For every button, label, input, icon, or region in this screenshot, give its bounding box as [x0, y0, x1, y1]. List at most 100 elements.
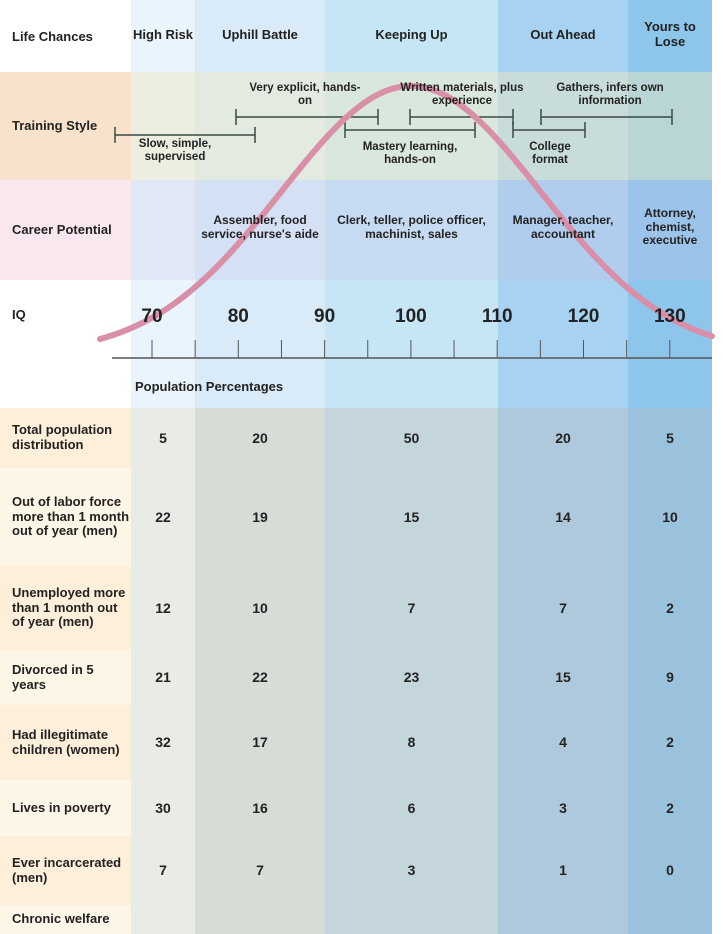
row-label: Ever incarcerated (men) — [12, 854, 122, 885]
column-header: Uphill Battle — [222, 26, 298, 42]
row-value: 16 — [252, 799, 268, 816]
band — [131, 468, 195, 566]
band — [325, 780, 498, 836]
iq-label: IQ — [12, 306, 26, 322]
band — [325, 905, 498, 934]
band — [498, 468, 628, 566]
row-label: Chronic welfare — [12, 911, 110, 927]
row-value: 8 — [407, 734, 416, 751]
training-explicit: Very explicit, hands-on — [249, 82, 361, 108]
row-value: 5 — [666, 429, 674, 446]
band — [195, 905, 325, 934]
band — [131, 836, 195, 905]
band — [325, 650, 498, 705]
band — [325, 705, 498, 780]
band — [628, 780, 712, 836]
training-slow: Slow, simple, supervised — [138, 138, 212, 164]
life-chances-label: Life Chances — [12, 28, 93, 44]
band — [498, 836, 628, 905]
band — [0, 180, 131, 280]
career-item: Manager, teacher, accountant — [512, 212, 614, 241]
iq-tick-label: 120 — [567, 306, 600, 328]
row-value: 15 — [555, 669, 571, 686]
band — [195, 836, 325, 905]
row-value: 10 — [252, 599, 268, 616]
band — [195, 650, 325, 705]
band — [131, 0, 195, 408]
band — [325, 468, 498, 566]
column-header: Out Ahead — [530, 26, 596, 42]
band — [628, 650, 712, 705]
row-value: 1 — [559, 862, 567, 879]
row-value: 10 — [662, 508, 678, 525]
band — [0, 905, 131, 934]
row-value: 2 — [666, 799, 674, 816]
row-value: 3 — [407, 862, 416, 879]
row-value: 6 — [407, 799, 416, 816]
row-value: 9 — [666, 669, 674, 686]
row-value: 14 — [555, 508, 571, 525]
row-value: 30 — [155, 799, 171, 816]
row-value: 19 — [252, 508, 268, 525]
training-college: College format — [529, 141, 571, 167]
iq-tick-label: 90 — [314, 306, 336, 328]
band — [628, 836, 712, 905]
band — [498, 650, 628, 705]
band — [0, 408, 131, 468]
column-header: High Risk — [133, 26, 193, 42]
row-value: 7 — [159, 862, 167, 879]
row-value — [131, 905, 195, 934]
band — [628, 705, 712, 780]
row-value: 2 — [666, 734, 674, 751]
band — [498, 705, 628, 780]
training-gathers: Gathers, infers own information — [556, 82, 664, 108]
band — [325, 836, 498, 905]
band — [628, 566, 712, 650]
band — [498, 780, 628, 836]
band — [131, 408, 195, 468]
row-value: 32 — [155, 734, 171, 751]
band — [498, 408, 628, 468]
row-value: 7 — [559, 599, 567, 616]
iq-tick-label: 110 — [481, 306, 513, 328]
career-item: Assembler, food service, nurse's aide — [201, 212, 319, 241]
iq-tick-label: 100 — [395, 306, 427, 328]
row-value — [195, 905, 325, 934]
training-written: Written materials, plus experience — [400, 82, 524, 108]
row-value: 5 — [159, 429, 167, 446]
band — [325, 408, 498, 468]
column-header: Yours to Lose — [644, 19, 696, 49]
row-label: Divorced in 5 years — [12, 661, 94, 692]
band — [0, 650, 131, 705]
band — [628, 468, 712, 566]
band — [498, 566, 628, 650]
band — [0, 780, 131, 836]
iq-tick-label: 130 — [653, 306, 686, 328]
row-label: Lives in poverty — [12, 799, 111, 815]
career-item — [131, 195, 195, 260]
band — [325, 566, 498, 650]
band — [131, 705, 195, 780]
row-value: 50 — [403, 429, 420, 446]
row-value: 20 — [252, 429, 268, 446]
band — [628, 408, 712, 468]
career-potential-label: Career Potential — [12, 221, 112, 237]
band — [131, 566, 195, 650]
row-value: 22 — [155, 508, 171, 525]
band — [131, 650, 195, 705]
band — [498, 0, 628, 408]
band — [195, 0, 325, 408]
band — [0, 705, 131, 780]
band — [195, 780, 325, 836]
row-label: Unemployed more than 1 month out of year… — [12, 584, 126, 630]
row-value: 0 — [666, 862, 674, 879]
iq-tick-label: 70 — [141, 306, 163, 328]
iq-tick-label: 80 — [227, 306, 249, 328]
row-value: 4 — [559, 734, 567, 751]
band — [0, 566, 131, 650]
row-value — [628, 905, 712, 934]
row-value: 15 — [403, 508, 420, 525]
row-value: 17 — [252, 734, 268, 751]
row-value: 7 — [407, 599, 416, 616]
